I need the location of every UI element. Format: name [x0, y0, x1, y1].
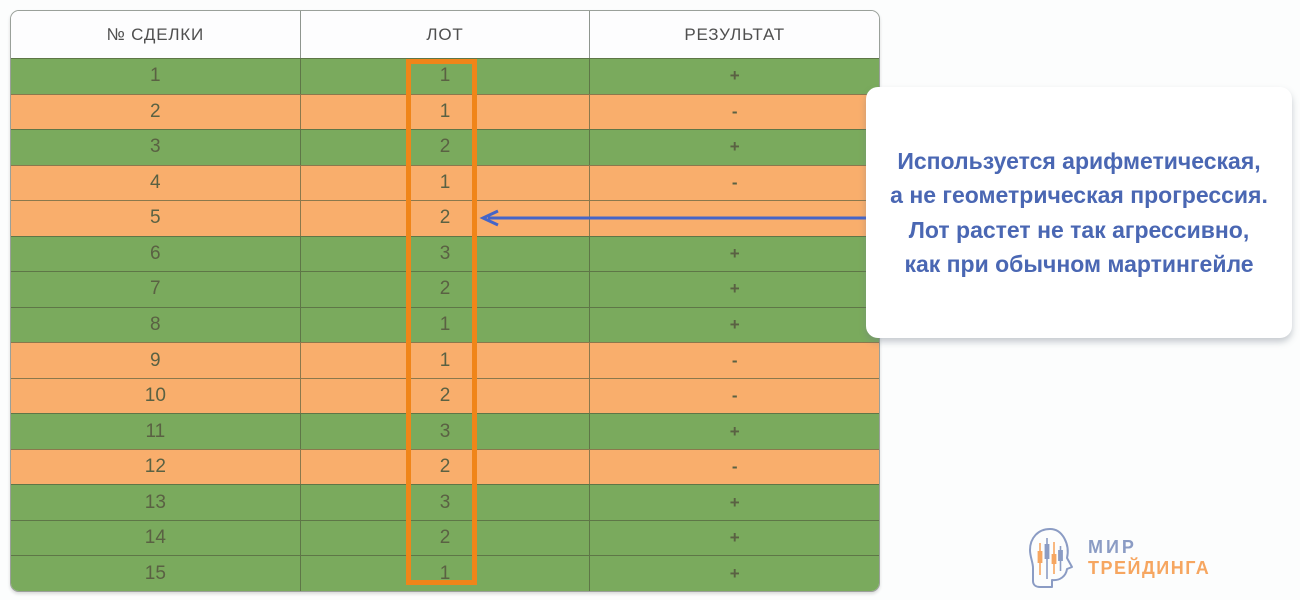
- result-cell: +: [729, 314, 740, 334]
- table-body: 1 1 + 2 1 - 3 2 + 4 1 - 5 2 - 6 3 + 7 2 …: [11, 58, 879, 591]
- lot-cell: 1: [301, 59, 591, 94]
- deal-number-cell: 11: [11, 414, 301, 449]
- deal-number-cell: 5: [11, 201, 301, 236]
- lot-cell: 2: [301, 272, 591, 307]
- result-cell: +: [729, 66, 740, 86]
- result-cell: +: [729, 421, 740, 441]
- deal-number-cell: 6: [11, 236, 301, 272]
- lot-cell: 3: [301, 485, 591, 520]
- result-cell: -: [731, 101, 738, 121]
- lot-cell: 2: [301, 449, 591, 485]
- table-row: 1 1 +: [11, 58, 879, 94]
- table-row: 3 2 +: [11, 129, 879, 165]
- table-row: 5 2 -: [11, 200, 879, 236]
- brand-logo: МИР ТРЕЙДИНГА: [1026, 527, 1210, 589]
- deal-number-cell: 3: [11, 130, 301, 165]
- deal-number-cell: 9: [11, 343, 301, 378]
- deal-number-cell: 14: [11, 520, 301, 556]
- lot-cell: 1: [301, 165, 591, 201]
- result-cell: +: [729, 528, 740, 548]
- deal-number-cell: 10: [11, 378, 301, 414]
- column-header-deal-number: № СДЕЛКИ: [11, 11, 301, 58]
- result-cell: +: [729, 137, 740, 157]
- table-row: 11 3 +: [11, 413, 879, 449]
- lot-cell: 1: [301, 556, 591, 591]
- lot-cell: 2: [301, 378, 591, 414]
- lot-cell: 1: [301, 94, 591, 130]
- deal-number-cell: 1: [11, 59, 301, 94]
- result-cell: +: [729, 492, 740, 512]
- result-cell: -: [731, 457, 738, 477]
- lot-cell: 3: [301, 414, 591, 449]
- table-row: 15 1 +: [11, 555, 879, 591]
- table-row: 6 3 +: [11, 235, 879, 272]
- lot-cell: 2: [301, 201, 591, 236]
- lot-cell: 2: [301, 130, 591, 165]
- deal-number-cell: 8: [11, 307, 301, 343]
- table-header-row: № СДЕЛКИ ЛОТ РЕЗУЛЬТАТ: [11, 11, 879, 58]
- deal-number-cell: 2: [11, 94, 301, 130]
- deal-number-cell: 7: [11, 272, 301, 307]
- lot-cell: 1: [301, 307, 591, 343]
- deal-number-cell: 12: [11, 449, 301, 485]
- trades-table: № СДЕЛКИ ЛОТ РЕЗУЛЬТАТ 1 1 + 2 1 - 3 2 +…: [10, 10, 880, 592]
- annotation-box: Используется арифметическая, а не геомет…: [866, 87, 1292, 338]
- annotation-text: Используется арифметическая, а не геомет…: [890, 147, 1268, 278]
- logo-word-treydinga: ТРЕЙДИНГА: [1088, 558, 1211, 578]
- result-cell: -: [731, 350, 738, 370]
- table-row: 14 2 +: [11, 519, 879, 556]
- logo-word-mir: МИР: [1088, 537, 1137, 558]
- column-header-lot: ЛОТ: [301, 11, 591, 58]
- result-cell: +: [729, 279, 740, 299]
- deal-number-cell: 4: [11, 165, 301, 201]
- table-row: 8 1 +: [11, 306, 879, 343]
- lot-cell: 1: [301, 343, 591, 378]
- column-header-result: РЕЗУЛЬТАТ: [684, 24, 785, 44]
- result-cell: +: [729, 563, 740, 583]
- deal-number-cell: 13: [11, 485, 301, 520]
- result-cell: -: [731, 172, 738, 192]
- table-row: 7 2 +: [11, 271, 879, 307]
- trader-head-icon: [1029, 528, 1073, 588]
- table-row: 9 1 -: [11, 342, 879, 378]
- lot-cell: 3: [301, 236, 591, 272]
- result-cell: -: [731, 208, 738, 228]
- table-row: 4 1 -: [11, 164, 879, 201]
- logo-wordmark: МИР ТРЕЙДИНГА: [1088, 537, 1210, 578]
- result-cell: -: [731, 386, 738, 406]
- table-row: 13 3 +: [11, 484, 879, 520]
- table-row: 10 2 -: [11, 377, 879, 414]
- table-row: 2 1 -: [11, 93, 879, 130]
- result-cell: +: [729, 243, 740, 263]
- table-row: 12 2 -: [11, 448, 879, 485]
- deal-number-cell: 15: [11, 556, 301, 591]
- lot-cell: 2: [301, 520, 591, 556]
